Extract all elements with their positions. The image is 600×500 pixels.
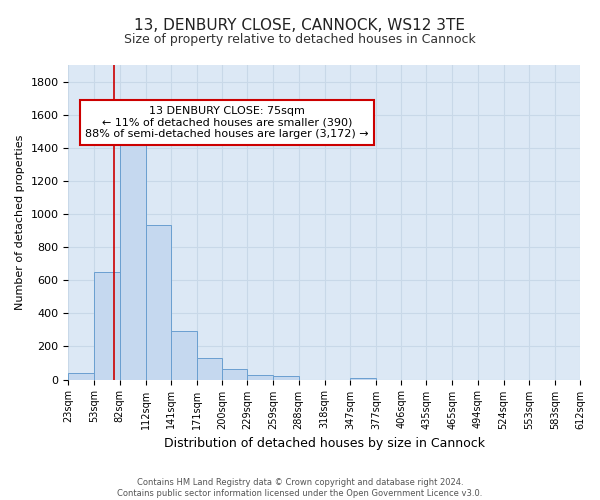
Bar [94,272,119,380]
X-axis label: Distribution of detached houses by size in Cannock: Distribution of detached houses by size … [164,437,485,450]
Text: Contains HM Land Registry data © Crown copyright and database right 2024.
Contai: Contains HM Land Registry data © Crown c… [118,478,482,498]
Bar [222,369,247,380]
Bar [146,225,171,380]
Bar [197,358,222,380]
Bar [171,330,197,380]
Bar [68,373,94,380]
Text: 13 DENBURY CLOSE: 75sqm
← 11% of detached houses are smaller (390)
88% of semi-d: 13 DENBURY CLOSE: 75sqm ← 11% of detache… [85,106,369,139]
Text: 13, DENBURY CLOSE, CANNOCK, WS12 3TE: 13, DENBURY CLOSE, CANNOCK, WS12 3TE [134,18,466,32]
Bar [274,376,299,380]
Text: Size of property relative to detached houses in Cannock: Size of property relative to detached ho… [124,32,476,46]
Y-axis label: Number of detached properties: Number of detached properties [15,134,25,310]
Bar [350,378,376,380]
Bar [247,376,274,380]
Bar [119,136,146,380]
